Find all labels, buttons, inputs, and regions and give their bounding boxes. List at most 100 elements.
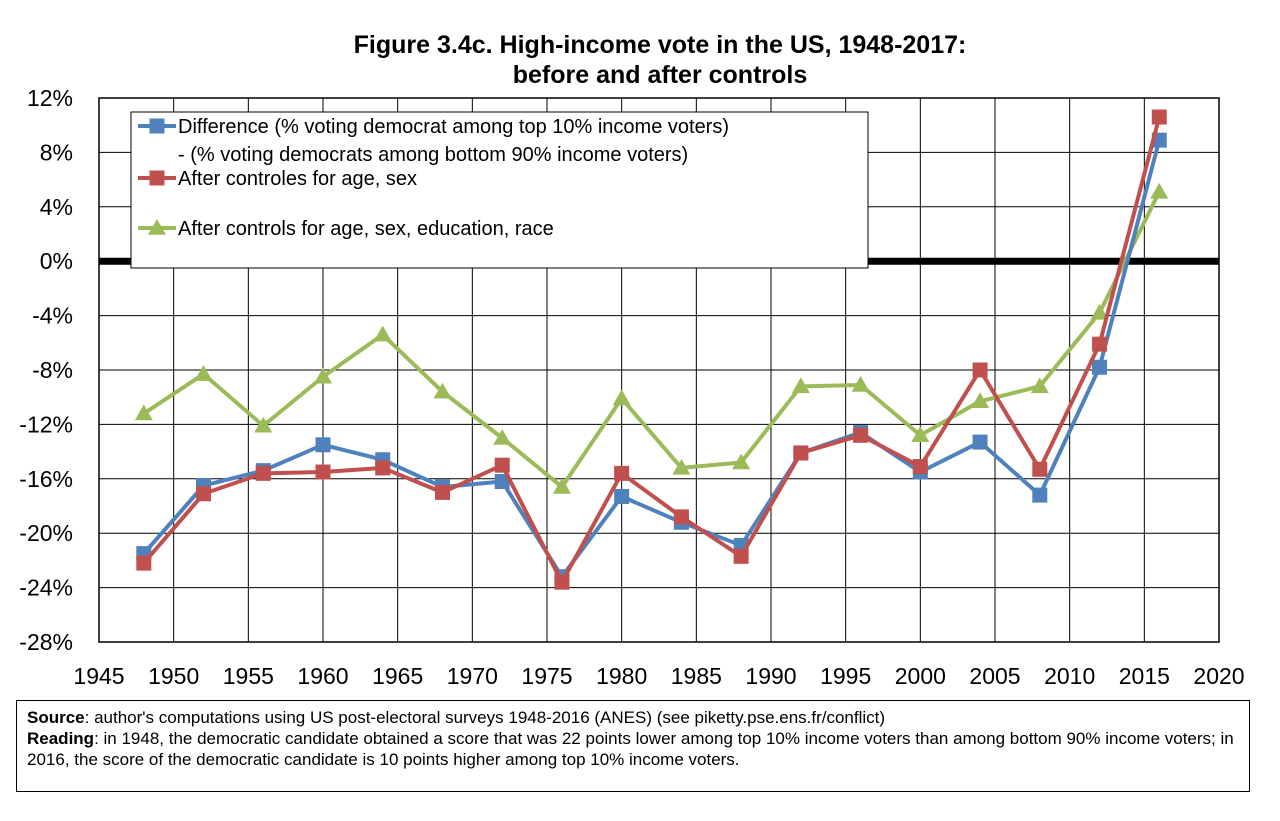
legend-box [130, 111, 869, 269]
x-tick-label: 1985 [671, 663, 722, 689]
source-note: Source: author's computations using US p… [16, 700, 1250, 792]
data-point [1090, 303, 1109, 320]
data-point [972, 434, 988, 450]
x-tick-label: 1950 [148, 663, 199, 689]
data-point [373, 325, 392, 342]
x-tick-label: 1975 [521, 663, 572, 689]
data-point [493, 429, 512, 445]
legend-entry-2: After controles for age, sex [138, 168, 417, 190]
x-tick-label: 2000 [895, 663, 946, 689]
data-point [911, 426, 930, 443]
data-point [196, 486, 212, 502]
data-point [433, 382, 452, 399]
legend: Difference (% voting democrat among top … [130, 111, 869, 269]
data-point [793, 445, 809, 461]
series-line [142, 190, 1162, 489]
x-tick-label: 1995 [820, 663, 871, 689]
data-point [314, 367, 332, 384]
legend-label-line-2: - (% voting democrats among bottom 90% i… [178, 144, 688, 166]
data-point [672, 458, 691, 475]
data-point [194, 365, 213, 381]
data-point [791, 377, 810, 394]
reading-label: Reading [27, 729, 95, 748]
x-tick-label: 1965 [372, 663, 423, 689]
data-point [853, 427, 869, 443]
data-point [1151, 109, 1167, 125]
series-2 [136, 109, 1167, 590]
data-point [851, 375, 870, 392]
data-point [315, 437, 331, 453]
y-tick-label: -24% [19, 575, 73, 601]
x-tick-label: 1980 [596, 663, 647, 689]
tick-labels: 12% 8% 4% 0% -4% -8% -12% -16% -20% -24% -28%1945 1… [19, 85, 1244, 689]
series-line [142, 139, 1162, 579]
chart-title-line-2: before and after controls [512, 61, 808, 89]
data-point [494, 474, 510, 490]
x-tick-label: 1960 [297, 663, 348, 689]
data-point [1032, 461, 1048, 477]
plot-border [98, 97, 1220, 643]
data-point [552, 477, 571, 494]
x-tick-label: 2015 [1119, 663, 1170, 689]
data-point [1092, 359, 1108, 375]
data-point [554, 574, 570, 590]
legend-label: After controles for age, sex [178, 168, 417, 190]
data-point [733, 548, 749, 564]
x-tick-label: 2005 [969, 663, 1020, 689]
y-tick-label: 8% [40, 139, 73, 165]
x-tick-label: 2010 [1044, 663, 1095, 689]
y-tick-label: -12% [19, 411, 73, 437]
chart-title-line-1: Figure 3.4c. High-income vote in the US,… [353, 31, 967, 59]
y-tick-label: -8% [32, 357, 73, 383]
legend-entry-1: Difference (% voting democrat among top … [138, 116, 729, 166]
data-point [614, 465, 630, 481]
data-point [1150, 182, 1169, 199]
source-label: Source [27, 708, 85, 727]
data-point [1032, 487, 1048, 503]
data-point [494, 457, 510, 473]
source-text: : author's computations using US post-el… [84, 708, 886, 727]
data-point [315, 464, 331, 480]
line-chart: Difference (% voting democrat among top … [19, 85, 1244, 689]
legend-marker [148, 219, 166, 235]
data-point [375, 460, 391, 476]
reading-text: : in 1948, the democratic candidate obta… [27, 729, 1234, 769]
data-point [136, 555, 152, 571]
legend-entry-3: After controls for age, sex, education, … [138, 218, 554, 240]
data-point [972, 362, 988, 378]
data-point [254, 416, 273, 433]
y-tick-label: -16% [19, 466, 73, 492]
series-lines [134, 109, 1169, 590]
x-tick-label: 2020 [1193, 663, 1244, 689]
y-tick-label: -4% [32, 303, 73, 329]
y-tick-label: 4% [40, 194, 73, 220]
data-point [912, 459, 928, 475]
data-point [971, 392, 990, 409]
legend-marker [149, 118, 165, 134]
data-point [1030, 377, 1049, 394]
reading-line: Reading: in 1948, the democratic candida… [27, 728, 1239, 770]
data-point [673, 509, 689, 525]
data-point [134, 404, 153, 421]
y-tick-label: -28% [19, 629, 73, 655]
data-point [614, 488, 630, 504]
data-point [612, 389, 631, 406]
legend-label: After controls for age, sex, education, … [178, 218, 554, 240]
y-tick-label: -20% [19, 520, 73, 546]
y-tick-label: 12% [27, 85, 73, 111]
series-3 [134, 182, 1169, 494]
x-tick-label: 1990 [745, 663, 796, 689]
legend-marker [149, 170, 165, 186]
legend-label: Difference (% voting democrat among top … [178, 116, 729, 138]
source-line: Source: author's computations using US p… [27, 707, 1239, 728]
data-point [732, 453, 751, 470]
data-point [1092, 336, 1108, 352]
data-point [434, 484, 450, 500]
data-point [255, 465, 271, 481]
y-tick-label: 0% [40, 248, 73, 274]
x-tick-label: 1970 [447, 663, 498, 689]
series-line [142, 116, 1162, 585]
chart-title: Figure 3.4c. High-income vote in the US,… [0, 30, 1280, 90]
x-tick-label: 1955 [223, 663, 274, 689]
x-tick-label: 1945 [73, 663, 124, 689]
